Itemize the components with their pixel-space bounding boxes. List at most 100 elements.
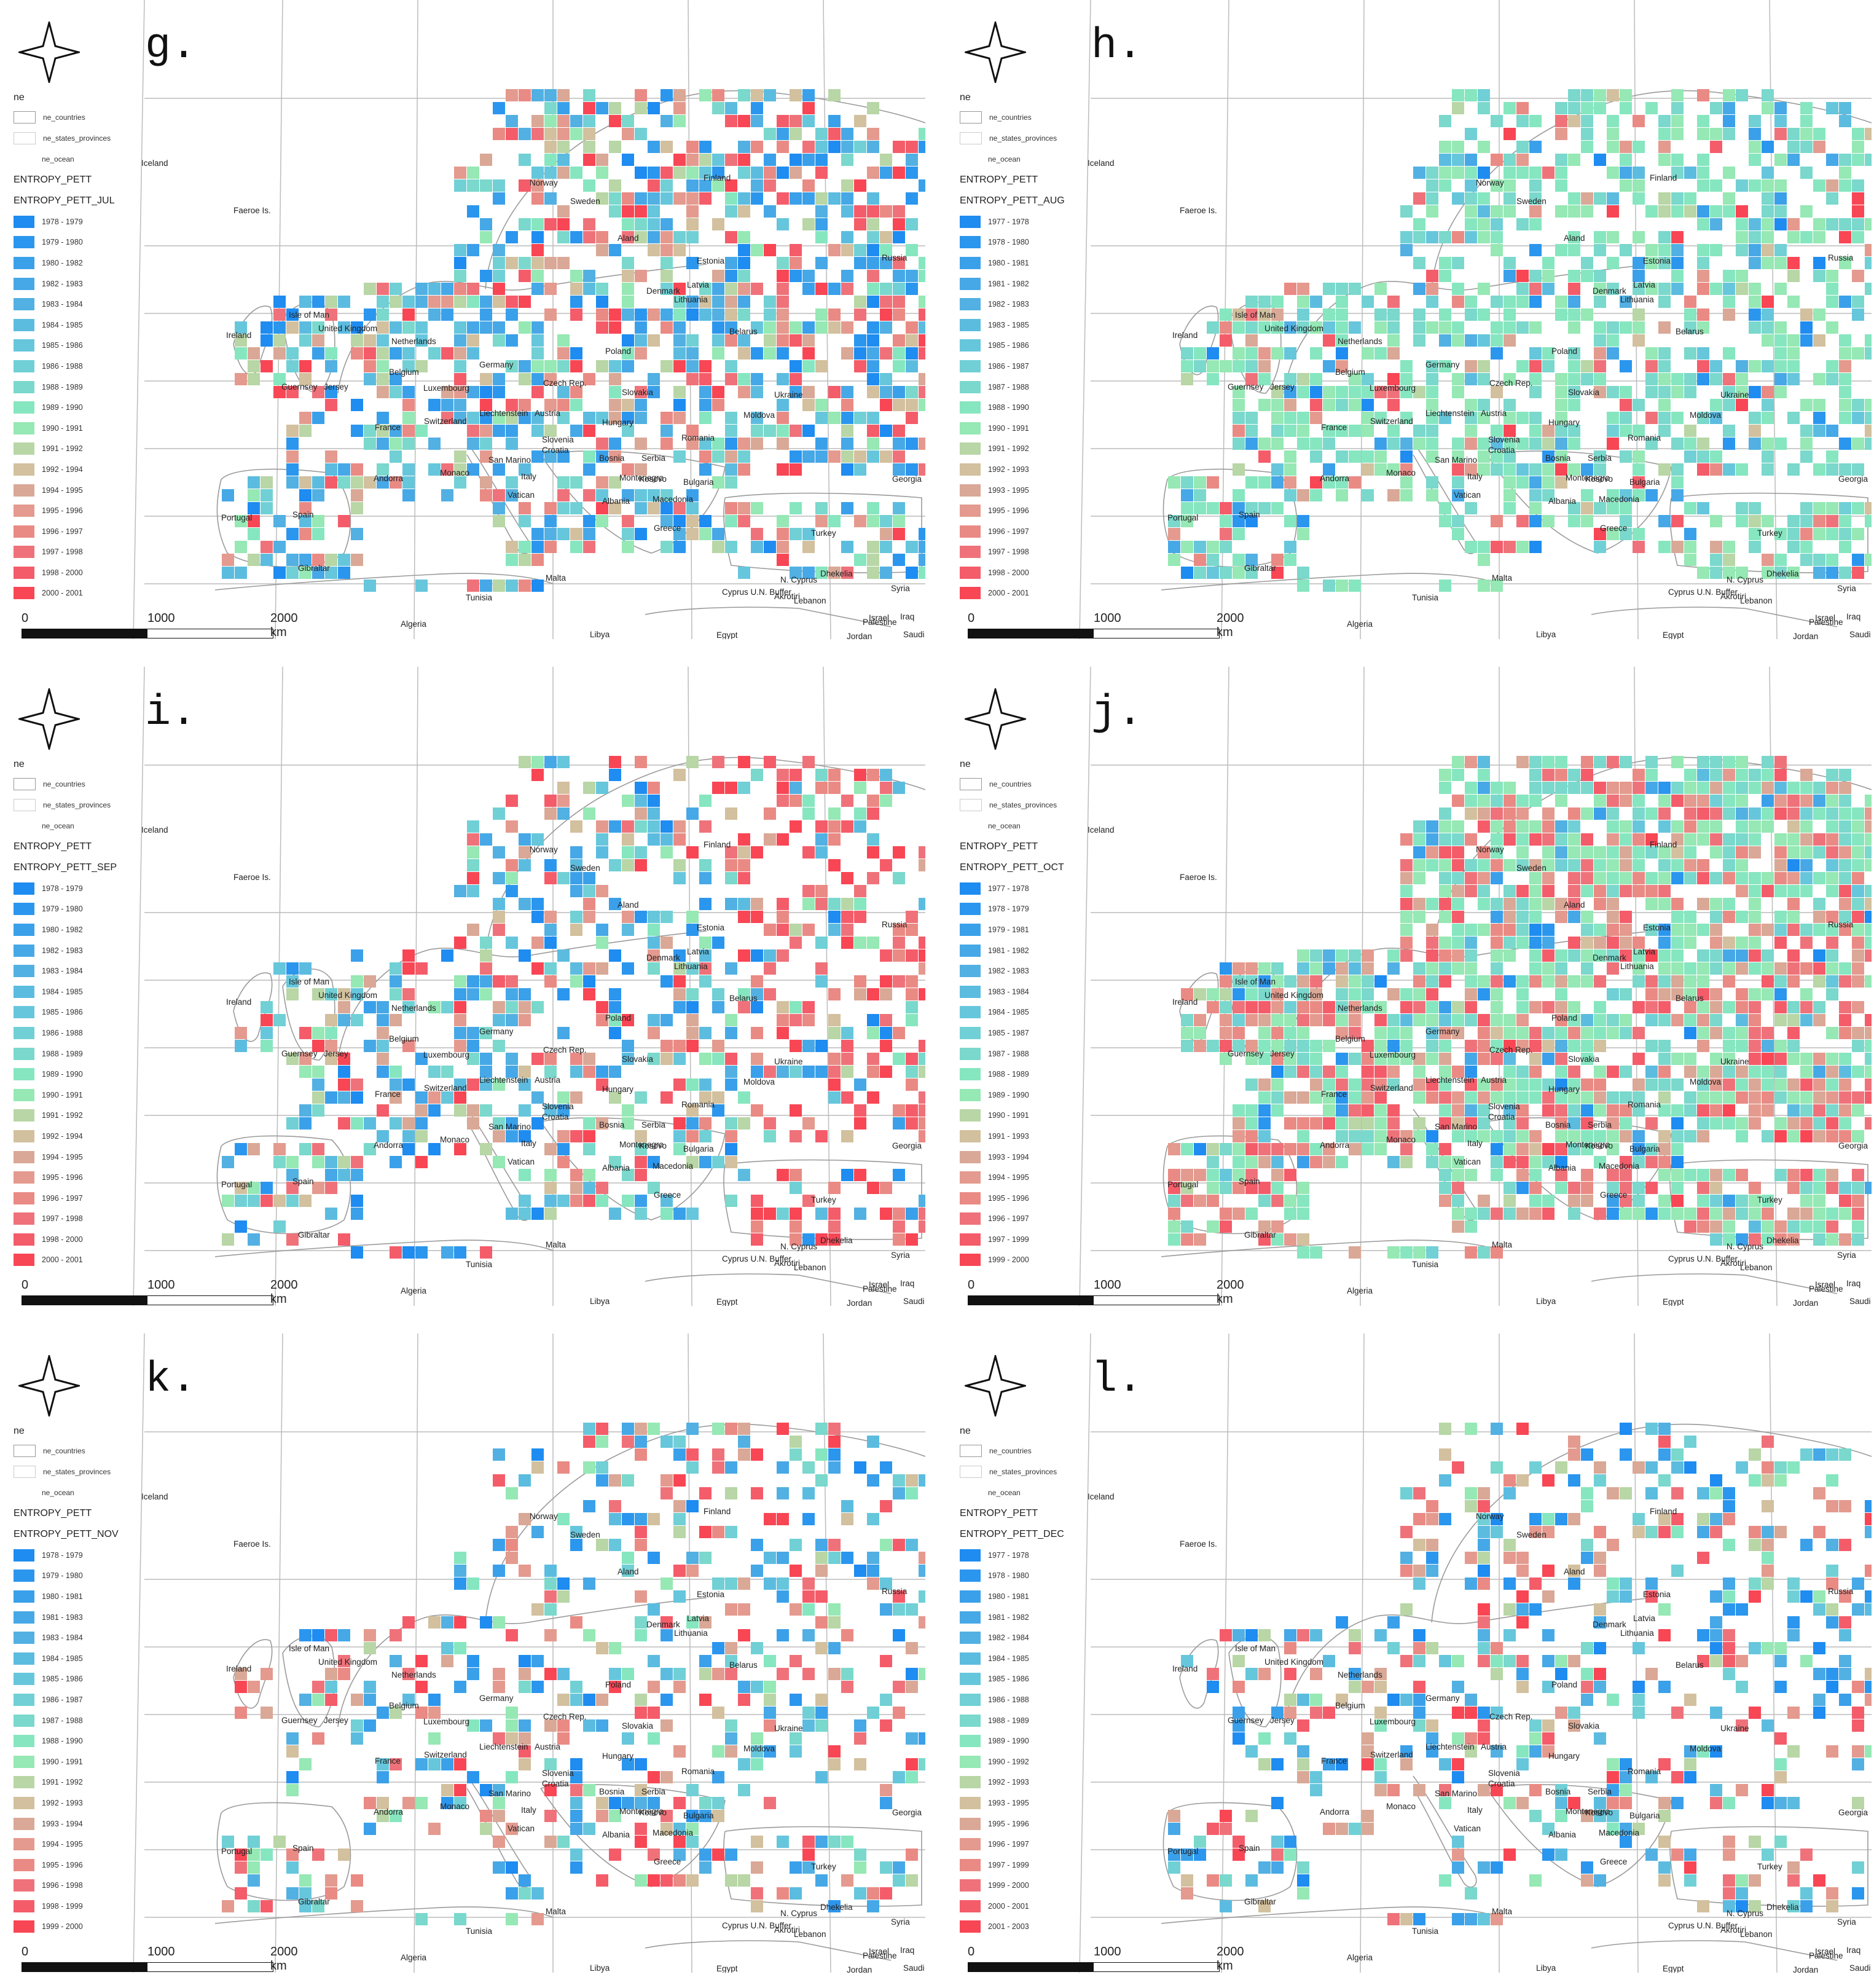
- raster-cell: [583, 898, 595, 910]
- raster-cell: [1607, 489, 1619, 501]
- raster-cell: [544, 528, 557, 540]
- raster-cell: [493, 975, 505, 988]
- raster-cell: [673, 308, 686, 321]
- raster-cell: [506, 1823, 518, 1835]
- raster-cell: [1516, 1169, 1529, 1181]
- raster-cell: [467, 412, 479, 424]
- raster-cell: [1826, 1169, 1838, 1181]
- raster-cell: [609, 1208, 621, 1220]
- raster-cell: [1465, 1053, 1477, 1065]
- raster-cell: [235, 334, 247, 347]
- raster-cell: [480, 833, 492, 846]
- raster-cell: [312, 296, 324, 308]
- raster-cell: [1529, 1169, 1542, 1181]
- raster-cell: [635, 1423, 647, 1435]
- meridian-line: [133, 667, 145, 1306]
- place-label: Tunisia: [1412, 1260, 1439, 1269]
- raster-cell: [1310, 347, 1322, 359]
- place-label: Akrotiri: [774, 592, 801, 601]
- raster-cell: [1310, 1001, 1322, 1013]
- raster-cell: [1426, 412, 1438, 424]
- raster-cell: [1671, 795, 1684, 807]
- raster-cell: [1581, 463, 1593, 476]
- place-label: Portugal: [1167, 513, 1199, 522]
- raster-cell: [596, 1423, 608, 1435]
- raster-cell: [1529, 937, 1542, 949]
- raster-cell: [1633, 820, 1645, 833]
- raster-cell: [841, 386, 853, 398]
- raster-cell: [1310, 321, 1322, 334]
- raster-cell: [312, 321, 324, 334]
- raster-cell: [1826, 1208, 1838, 1220]
- raster-cell: [661, 489, 673, 501]
- raster-cell: [467, 296, 479, 308]
- raster-cell: [764, 1745, 776, 1758]
- raster-cell: [1349, 283, 1361, 295]
- raster-cell: [1271, 1220, 1284, 1233]
- raster-cell: [351, 1900, 363, 1912]
- raster-cell: [467, 463, 479, 476]
- raster-cell: [1297, 1027, 1309, 1039]
- raster-cell: [1736, 1027, 1748, 1039]
- raster-cell: [790, 154, 802, 166]
- raster-cell: [364, 1797, 376, 1809]
- raster-cell: [1245, 425, 1258, 437]
- raster-cell: [673, 859, 686, 871]
- legend-class-swatch: [960, 463, 981, 476]
- raster-cell: [428, 1707, 441, 1719]
- place-label: Hungary: [1548, 1085, 1580, 1094]
- raster-cell: [1620, 154, 1632, 166]
- scale-bar-label: 1000: [1094, 1278, 1121, 1292]
- raster-cell: [570, 360, 582, 372]
- raster-cell: [1233, 962, 1245, 975]
- raster-cell: [235, 1220, 247, 1233]
- raster-cell: [1284, 386, 1296, 398]
- raster-cell: [1504, 308, 1516, 321]
- raster-cell: [480, 1066, 492, 1078]
- raster-cell: [1671, 373, 1684, 385]
- legend-class-label: 2000 - 2001: [42, 589, 83, 598]
- place-label: Bulgaria: [1629, 1144, 1660, 1153]
- legend-class-label: 1996 - 1997: [988, 527, 1029, 536]
- raster-cell: [1749, 438, 1761, 450]
- raster-cell: [1852, 308, 1864, 321]
- raster-cell: [493, 924, 505, 936]
- raster-cell: [1504, 807, 1516, 820]
- scale-bar-dark-segment: [22, 629, 147, 638]
- raster-cell: [1181, 1169, 1193, 1181]
- place-label: Montenegro: [619, 1140, 664, 1149]
- raster-cell: [1697, 1104, 1709, 1117]
- raster-cell: [1284, 1117, 1296, 1130]
- raster-cell: [1426, 360, 1438, 372]
- legend-class-swatch: [960, 985, 981, 998]
- raster-cell: [919, 347, 925, 359]
- legend-class-label: 1982 - 1983: [42, 279, 83, 288]
- raster-cell: [454, 1001, 466, 1013]
- scale-bar-label: 0: [22, 1278, 29, 1292]
- raster-cell: [531, 580, 544, 592]
- raster-cell: [725, 308, 737, 321]
- raster-cell: [1400, 386, 1413, 398]
- raster-cell: [686, 1784, 699, 1796]
- legend-class-label: 1995 - 1996: [988, 1193, 1029, 1203]
- place-label: Jersey: [324, 382, 348, 391]
- raster-cell: [854, 1861, 866, 1874]
- raster-cell: [867, 1014, 879, 1026]
- raster-cell: [609, 1066, 621, 1078]
- raster-cell: [815, 1590, 828, 1603]
- raster-cell: [351, 1169, 363, 1181]
- raster-cell: [1413, 1130, 1425, 1142]
- legend-layer-ne-ocean: ne_ocean: [14, 149, 155, 170]
- raster-cell: [531, 1526, 544, 1538]
- raster-cell: [557, 1130, 570, 1142]
- raster-cell: [1749, 502, 1761, 514]
- raster-cell: [261, 1001, 273, 1013]
- raster-cell: [1349, 321, 1361, 334]
- legend-class-label: 1978 - 1979: [42, 217, 83, 226]
- raster-cell: [661, 308, 673, 321]
- raster-cell: [506, 1208, 518, 1220]
- place-label: Italy: [1467, 1139, 1483, 1148]
- raster-cell: [1581, 270, 1593, 282]
- raster-cell: [1787, 872, 1800, 884]
- raster-cell: [1555, 296, 1567, 308]
